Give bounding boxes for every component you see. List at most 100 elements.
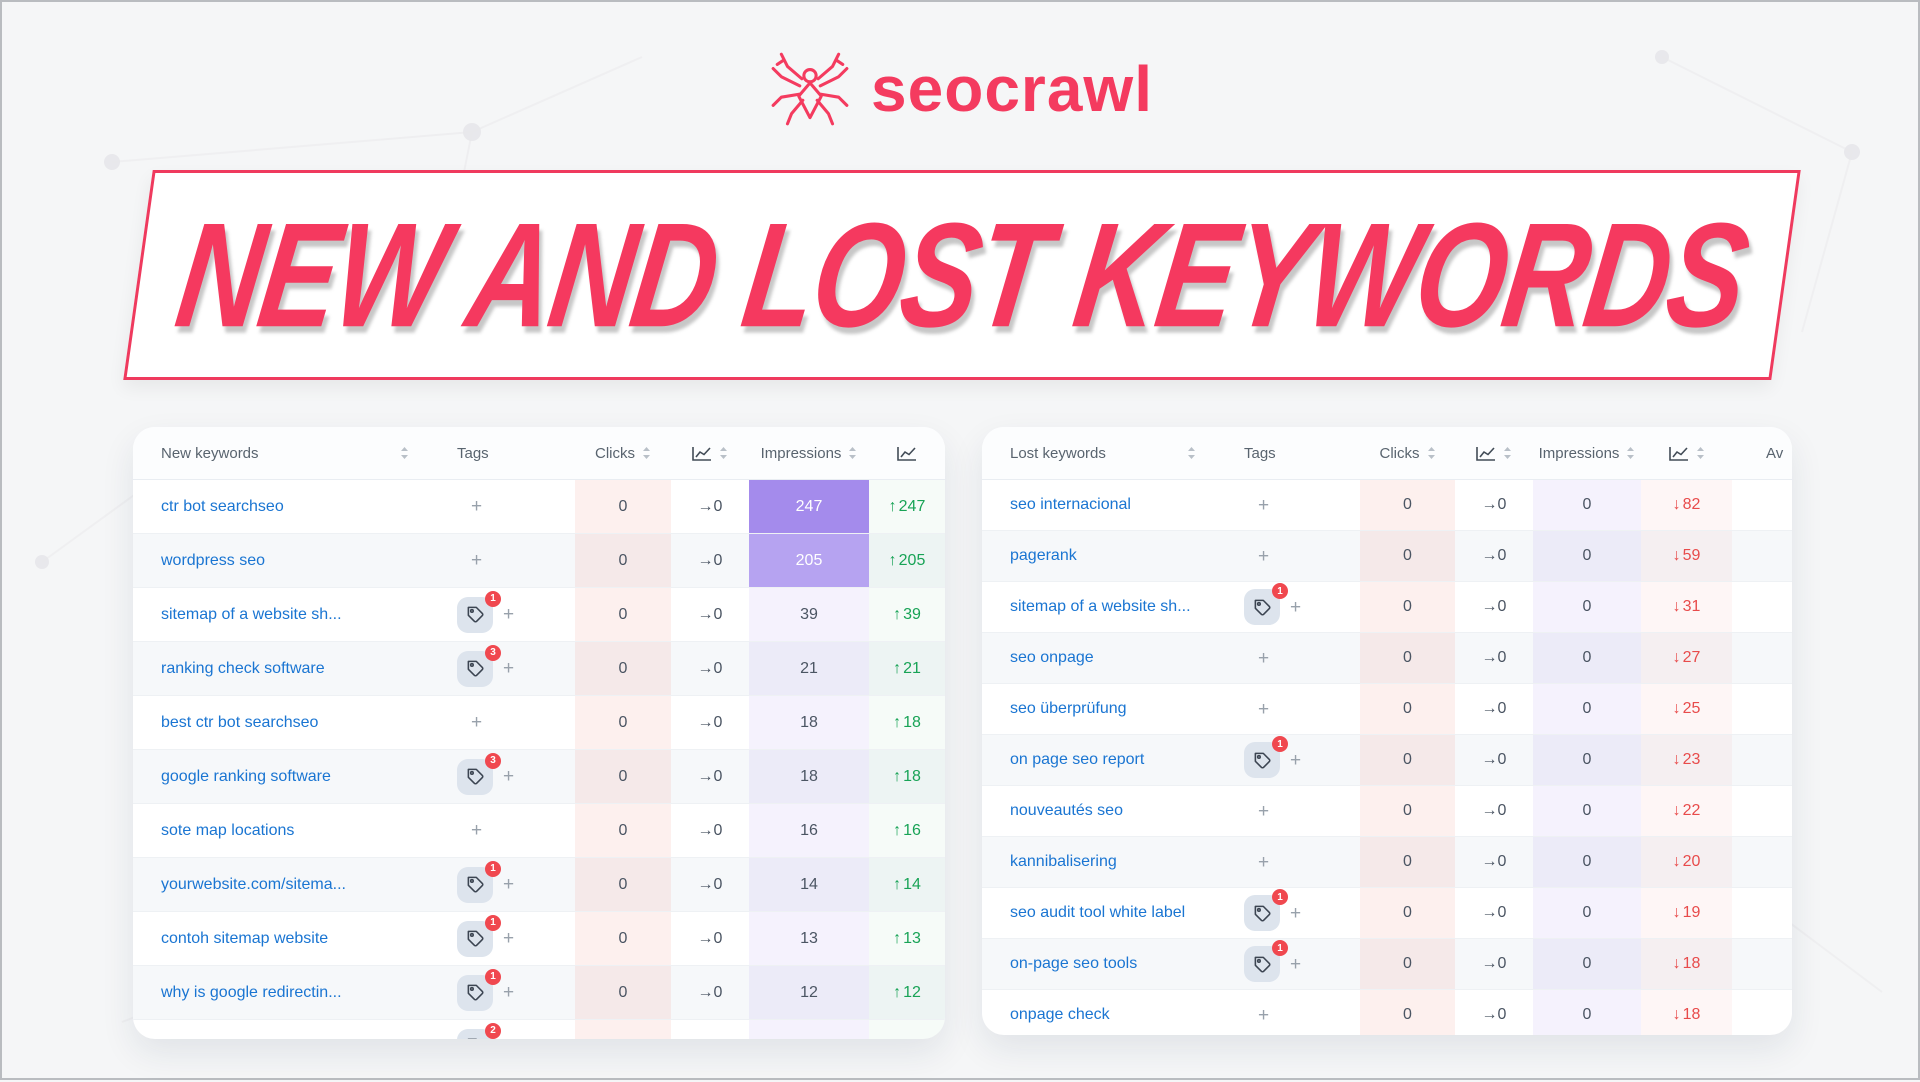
tag-chip[interactable]: 1 <box>1244 889 1288 931</box>
keyword-link[interactable]: google ranking software <box>161 767 331 785</box>
column-header-tags[interactable]: Tags <box>423 427 575 479</box>
impressions-cell: 0 <box>1533 684 1641 734</box>
clicks-value: 0 <box>1403 955 1412 972</box>
lost-keywords-card: Lost keywords Tags Clicks Impressions Av… <box>982 427 1792 1035</box>
tag-chip[interactable]: 1 <box>1244 940 1288 982</box>
tag-chip[interactable]: 1 <box>457 914 501 957</box>
keyword-link[interactable]: on page seo report <box>1010 751 1145 768</box>
column-label: Clicks <box>595 444 635 462</box>
add-tag-button[interactable]: + <box>1258 800 1270 822</box>
add-tag-button[interactable]: + <box>1290 953 1302 975</box>
add-tag-button[interactable]: + <box>1290 749 1302 771</box>
impressions-value: 12 <box>800 1038 818 1040</box>
column-header-clicks[interactable]: Clicks <box>575 427 671 479</box>
trend: ↑12 <box>893 984 921 1002</box>
impressions-cell: 39 <box>749 588 869 641</box>
add-tag-button[interactable]: + <box>1258 545 1270 567</box>
add-tag-button[interactable]: + <box>503 874 515 895</box>
add-tag-button[interactable]: + <box>503 1037 514 1039</box>
clicks-value: 0 <box>1403 751 1412 768</box>
clicks-trend-value: →0 <box>697 659 723 677</box>
impressions-cell: 0 <box>1533 582 1641 632</box>
add-tag-button[interactable]: + <box>1290 596 1302 618</box>
add-tag-button[interactable]: + <box>503 604 515 625</box>
impressions-cell: 205 <box>749 534 869 587</box>
table-row: nouveautés seo +0 →0 0 ↓ 22 <box>982 785 1792 836</box>
add-tag-button[interactable]: + <box>1258 698 1270 720</box>
tag-chip[interactable]: 3 <box>457 644 501 687</box>
tag-chip[interactable]: 2 <box>457 1022 501 1039</box>
tag-chip[interactable]: 1 <box>1244 736 1288 778</box>
add-tag-button[interactable]: + <box>1258 647 1270 669</box>
clicks-value: 0 <box>619 1038 628 1040</box>
column-header-impressions[interactable]: Impressions <box>1533 427 1641 479</box>
add-tag-button[interactable]: + <box>1258 851 1270 873</box>
keyword-link[interactable]: sitemap of a website sh... <box>1010 598 1191 615</box>
keyword-link[interactable]: seo onpage <box>1010 649 1094 666</box>
column-header-impressions-chart[interactable] <box>1641 427 1732 479</box>
sort-icon <box>720 447 727 459</box>
tag-chip[interactable]: 3 <box>457 752 501 795</box>
add-tag-button[interactable]: + <box>1258 494 1270 516</box>
keyword-link[interactable]: why is google redirectin... <box>161 983 342 1001</box>
keyword-link[interactable]: ctr bot searchseo <box>161 497 284 515</box>
add-tag-button[interactable]: + <box>503 658 515 679</box>
table-row: best ctr bot searchseo +0 →0 18 ↑ 18 <box>133 695 945 749</box>
trend: ↓ 18 <box>1673 955 1701 973</box>
add-tag-button[interactable]: + <box>471 496 483 517</box>
keyword-link[interactable]: sote map locations <box>161 821 295 839</box>
tag-chip[interactable]: 1 <box>457 590 501 633</box>
column-header-lost-keywords[interactable]: Lost keywords <box>982 427 1210 479</box>
keyword-link[interactable]: ranking check software <box>161 659 325 677</box>
keyword-link[interactable]: on-page seo tools <box>1010 955 1138 972</box>
up-arrow-icon: ↑ <box>893 875 902 893</box>
trend-value: 18 <box>903 713 921 731</box>
add-tag-button[interactable]: + <box>471 820 483 841</box>
add-tag-button[interactable]: + <box>503 766 515 787</box>
add-tag-button[interactable]: + <box>1290 902 1302 924</box>
keyword-link[interactable]: seo überprüfung <box>1010 700 1127 717</box>
clicks-trend-value: →0 <box>698 1038 723 1040</box>
add-tag-button[interactable]: + <box>503 982 515 1003</box>
keyword-link[interactable]: seo tracking tools <box>161 1038 286 1040</box>
keyword-link[interactable]: seo internacional <box>1010 496 1131 513</box>
impressions-value: 0 <box>1582 751 1592 768</box>
tag-chip[interactable]: 1 <box>457 968 501 1011</box>
add-tag-button[interactable]: + <box>503 928 515 949</box>
keyword-link[interactable]: best ctr bot searchseo <box>161 713 319 731</box>
column-header-clicks-chart[interactable] <box>1455 427 1533 479</box>
tag-count-badge: 1 <box>485 914 501 931</box>
column-header-avg-position[interactable]: Av <box>1732 427 1792 479</box>
keyword-link[interactable]: seo audit tool white label <box>1010 904 1186 921</box>
up-arrow-icon: ↑ <box>893 659 902 677</box>
table-row: ctr bot searchseo +0 →0 247 ↑ 247 <box>133 480 945 533</box>
add-tag-button[interactable]: + <box>471 550 483 571</box>
tags-cell: 1 + <box>1210 582 1360 632</box>
keyword-link[interactable]: contoh sitemap website <box>161 929 329 947</box>
tag-chip[interactable]: 1 <box>457 860 501 903</box>
keyword-link[interactable]: wordpress seo <box>161 551 266 569</box>
up-arrow-icon: ↑ <box>893 713 902 731</box>
keyword-link[interactable]: onpage check <box>1010 1006 1110 1023</box>
add-tag-button[interactable]: + <box>1258 1004 1270 1026</box>
tag-icon <box>467 660 484 677</box>
keyword-link[interactable]: nouveautés seo <box>1010 802 1123 819</box>
column-header-new-keywords[interactable]: New keywords <box>133 427 423 479</box>
keyword-link[interactable]: kannibalisering <box>1010 853 1117 870</box>
column-header-clicks-chart[interactable] <box>671 427 749 479</box>
keyword-link[interactable]: sitemap of a website sh... <box>161 605 342 623</box>
column-header-tags[interactable]: Tags <box>1210 427 1360 479</box>
impressions-value: 0 <box>1582 853 1592 870</box>
tag-chip[interactable]: 1 <box>1244 583 1288 625</box>
trend-value: 19 <box>1682 904 1701 921</box>
keyword-link[interactable]: yourwebsite.com/sitema... <box>161 875 346 893</box>
keyword-link[interactable]: pagerank <box>1010 547 1077 564</box>
impressions-trend-cell: ↓ 22 <box>1641 786 1732 836</box>
table-row: pagerank +0 →0 0 ↓ 59 <box>982 530 1792 581</box>
column-header-impressions-chart[interactable] <box>869 427 945 479</box>
column-header-clicks[interactable]: Clicks <box>1360 427 1455 479</box>
column-header-impressions[interactable]: Impressions <box>749 427 869 479</box>
add-tag-button[interactable]: + <box>471 712 483 733</box>
column-label: Clicks <box>1379 444 1420 462</box>
clicks-trend-value: →0 <box>697 983 723 1001</box>
